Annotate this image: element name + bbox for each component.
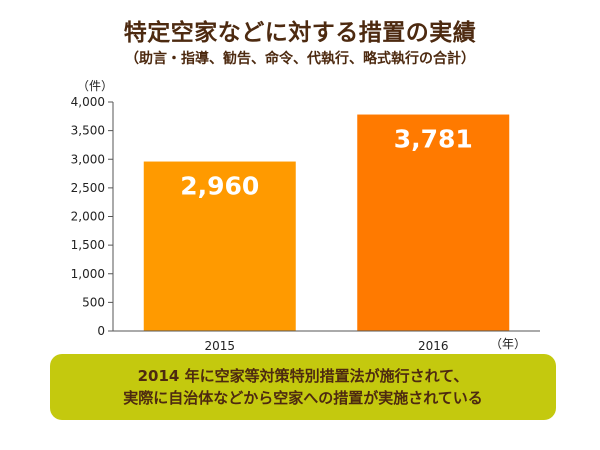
y-tick-label: 500 xyxy=(82,295,105,309)
note-line-1: 2014 年に空家等対策特別措置法が施行されて、 xyxy=(137,367,469,385)
bar-value-label: 2,960 xyxy=(180,172,259,201)
bar-2016 xyxy=(357,114,510,331)
bar-chart: （件） 0 500 1,000 1,500 2,000 2,500 3,000 3,500 4,0… xyxy=(71,79,540,350)
y-tick-label: 3,500 xyxy=(71,124,105,138)
y-tick-label: 4,000 xyxy=(71,95,105,109)
note-banner: 2014 年に空家等対策特別措置法が施行されて、 実際に自治体などから空家への措… xyxy=(50,354,556,420)
bar-2015 xyxy=(143,161,296,331)
y-tick-label: 3,000 xyxy=(71,152,105,166)
x-tick-label: 2015 xyxy=(204,339,235,350)
note-line-2: 実際に自治体などから空家への措置が実施されている xyxy=(123,389,483,407)
chart-title: 特定空家などに対する措置の実績 xyxy=(123,20,477,46)
bar-value-label: 3,781 xyxy=(394,125,473,154)
y-axis-unit-label: （件） xyxy=(77,79,113,93)
y-tick-label: 1,500 xyxy=(71,238,105,252)
y-tick-label: 2,500 xyxy=(71,181,105,195)
x-axis-unit-label: （年） xyxy=(490,337,526,350)
y-tick-label: 2,000 xyxy=(71,210,105,224)
y-tick-label: 0 xyxy=(97,324,105,338)
y-tick-label: 1,000 xyxy=(71,267,105,281)
x-tick-label: 2016 xyxy=(418,339,449,350)
chart-subtitle: （助言・指導、勧告、命令、代執行、略式執行の合計） xyxy=(125,51,475,67)
